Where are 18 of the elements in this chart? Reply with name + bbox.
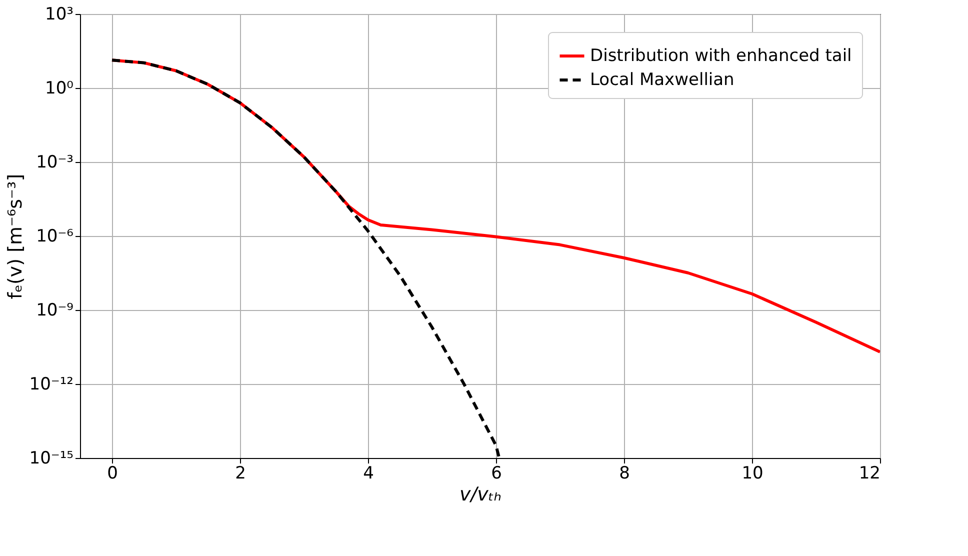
x-axis-title: v/vₜₕ [459, 484, 502, 506]
x-tick-label: 10 [742, 464, 764, 484]
legend-label: Local Maxwellian [590, 70, 734, 90]
y-axis-title: fₑ(v) [m⁻⁶s⁻³] [4, 174, 26, 300]
y-tick-label: 10⁻¹² [29, 374, 74, 394]
legend-label: Distribution with enhanced tail [590, 46, 852, 66]
y-tick-label: 10⁰ [45, 78, 74, 98]
y-tick-label: 10⁻¹⁵ [29, 448, 74, 468]
y-tick-label: 10³ [45, 4, 74, 24]
y-tick-label: 10⁻³ [36, 152, 74, 172]
x-tick-label: 0 [107, 464, 118, 484]
x-tick-label: 12 [858, 464, 880, 484]
y-tick-label: 10⁻⁶ [36, 226, 74, 246]
x-tick-label: 4 [363, 464, 374, 484]
x-tick-label: 8 [619, 464, 630, 484]
x-tick-label: 2 [235, 464, 246, 484]
x-tick-label: 6 [491, 464, 502, 484]
y-tick-label: 10⁻⁹ [36, 300, 74, 320]
